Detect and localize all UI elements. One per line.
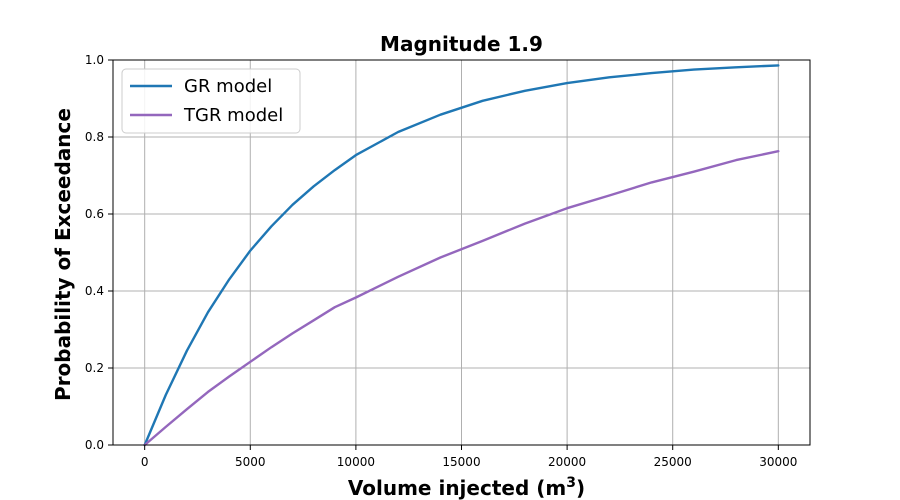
x-tick-label: 15000 [442,455,480,469]
y-tick-label: 0.4 [85,284,104,298]
x-tick-label: 5000 [235,455,266,469]
y-tick-label: 0.6 [85,207,104,221]
x-tick-label: 30000 [759,455,797,469]
chart-title: Magnitude 1.9 [380,32,543,56]
x-axis-label-superscript: 3 [566,475,576,491]
y-tick-label: 0.8 [85,130,104,144]
x-tick-label: 20000 [548,455,586,469]
x-tick-label: 10000 [337,455,375,469]
x-axis-label-text: Volume injected (m [348,476,566,500]
x-tick-label: 25000 [654,455,692,469]
legend: GR model TGR model [121,68,301,134]
y-tick-label: 1.0 [85,53,104,67]
x-tick-label: 0 [141,455,149,469]
legend-label: TGR model [183,105,283,126]
y-tick-label: 0.0 [85,438,104,452]
series-line-0 [143,64,780,447]
y-tick-label: 0.2 [85,361,104,375]
ticks: 0 5000 10000 15000 20000 25000 30000 0.0 0.2 0.4 0… [85,53,798,469]
legend-label: GR model [184,76,272,97]
series-lines [143,64,780,447]
x-axis-label-suffix: ) [576,476,585,500]
series-line-1 [143,149,780,447]
x-axis-label: Volume injected (m3) [348,475,585,500]
y-axis-label: Probability of Exceedance [51,108,75,401]
